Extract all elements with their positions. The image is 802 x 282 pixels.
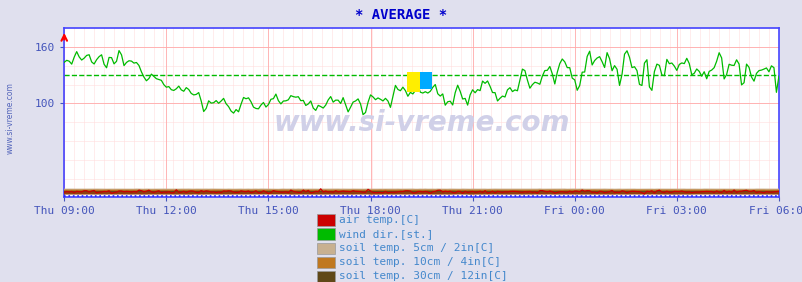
Text: air temp.[C]: air temp.[C] [338,215,419,225]
Bar [407,72,419,92]
Text: soil temp. 10cm / 4in[C]: soil temp. 10cm / 4in[C] [338,257,500,267]
Text: www.si-vreme.com: www.si-vreme.com [6,83,15,154]
Text: wind dir.[st.]: wind dir.[st.] [338,229,433,239]
Text: soil temp. 5cm / 2in[C]: soil temp. 5cm / 2in[C] [338,243,493,253]
Text: www.si-vreme.com: www.si-vreme.com [273,109,569,137]
Text: * AVERAGE *: * AVERAGE * [355,8,447,23]
Bar [419,72,431,89]
Text: soil temp. 30cm / 12in[C]: soil temp. 30cm / 12in[C] [338,271,507,281]
